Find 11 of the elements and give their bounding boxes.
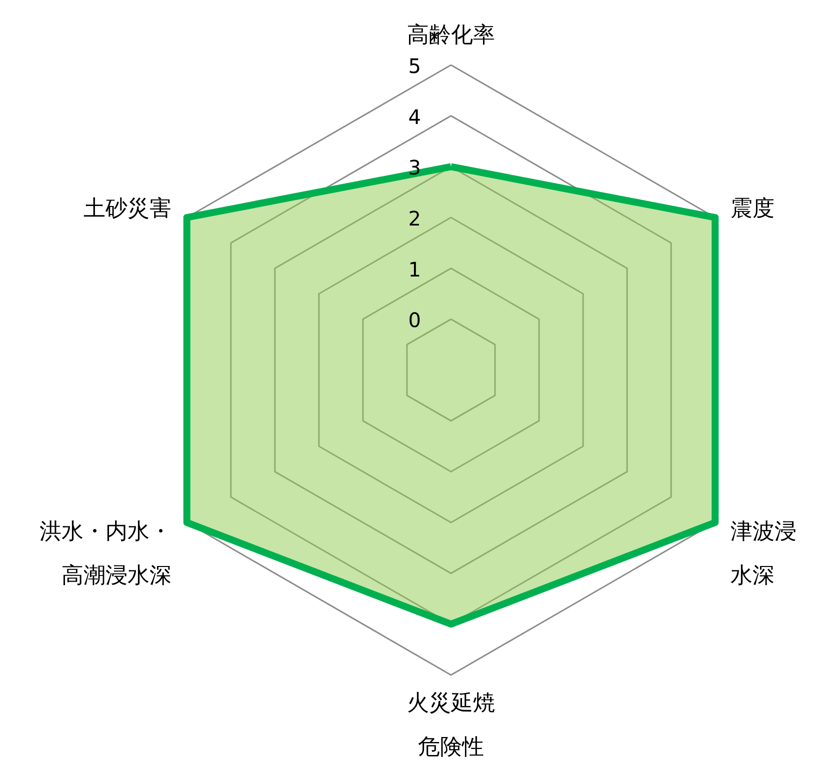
spoke-label: 津波浸水深: [730, 519, 797, 588]
y-tick-label: 2: [408, 206, 421, 230]
y-tick-label: 1: [408, 257, 421, 282]
spoke-label: 震度: [730, 196, 775, 222]
spoke-label: 洪水・内水・高潮浸水深: [39, 519, 172, 588]
y-tick-label: 0: [408, 308, 421, 332]
y-tick-label: 5: [408, 54, 421, 78]
y-tick-label: 4: [408, 104, 421, 129]
spoke-label: 火災延焼危険性: [407, 690, 495, 760]
spoke-label: 高齢化率: [407, 23, 495, 48]
spoke-label: 土砂災害: [83, 196, 172, 222]
